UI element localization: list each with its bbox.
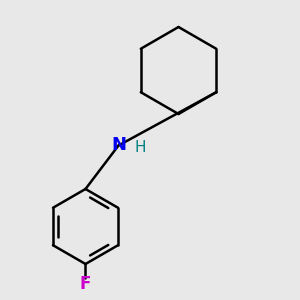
Text: F: F bbox=[80, 275, 91, 293]
Text: H: H bbox=[134, 140, 146, 155]
Text: N: N bbox=[111, 136, 126, 154]
